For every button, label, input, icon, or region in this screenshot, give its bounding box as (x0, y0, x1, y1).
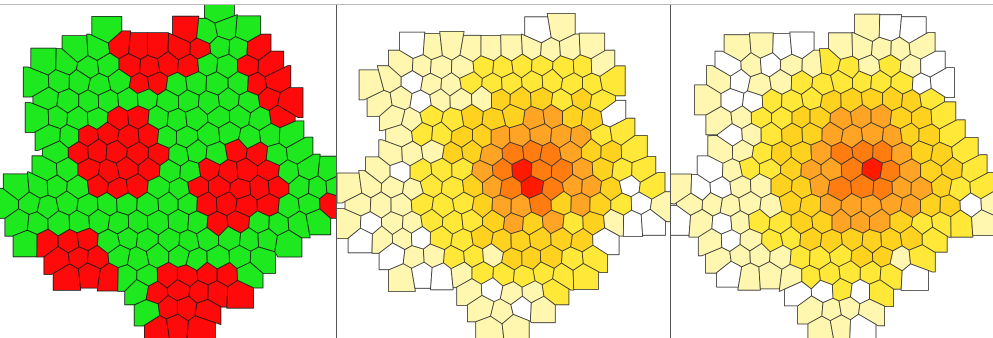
cell (12, 229, 38, 258)
cell-map-heat-panel-b (671, 5, 993, 338)
cell-polygon (194, 298, 222, 326)
cell-polygon (572, 263, 599, 290)
cell-polygon (971, 209, 993, 237)
cell-map-binary-panel (0, 5, 336, 338)
cell (430, 262, 454, 291)
panel-divider (336, 5, 337, 338)
cell (529, 295, 556, 324)
cell (277, 87, 304, 118)
cell (186, 315, 216, 338)
panel-divider (670, 5, 671, 338)
cell-polygon (878, 14, 903, 42)
cell-polygon (325, 176, 336, 196)
cell-map-heat-b (671, 13, 993, 338)
cell-polygon (388, 263, 416, 292)
cell-polygon (12, 229, 38, 258)
cell (501, 313, 530, 338)
cell-polygon (277, 87, 304, 118)
cell-polygon (529, 295, 556, 324)
cell-polygon (430, 262, 454, 291)
cell-polygon (305, 208, 332, 236)
cell-polygon (249, 246, 276, 274)
cell (971, 209, 993, 237)
cell-polygon (900, 263, 929, 291)
cell-map-heat-panel-a (337, 5, 670, 338)
cell-polygon (640, 208, 666, 236)
cell-polygon (929, 67, 955, 98)
cell-polygon (501, 313, 530, 338)
cell (649, 191, 670, 223)
cell-polygon (186, 315, 216, 338)
cell (249, 246, 276, 274)
cell (878, 14, 903, 42)
cell (900, 263, 929, 291)
cell (226, 279, 254, 309)
cell (388, 263, 416, 292)
cell (422, 32, 443, 61)
cell-map-heat-a (337, 12, 670, 338)
cell-polygon (422, 32, 443, 61)
cell-polygon (980, 191, 993, 216)
cell (980, 191, 993, 216)
cell (929, 67, 955, 98)
top-border (0, 4, 993, 5)
cell (305, 208, 332, 236)
cell (640, 208, 666, 236)
cell-polygon (226, 279, 254, 309)
cell (572, 263, 599, 290)
cell (325, 176, 336, 196)
cell-polygon (649, 191, 670, 223)
cell-polygon (622, 209, 644, 237)
cell (194, 298, 222, 326)
cell-map-binary (0, 5, 336, 338)
cell (622, 209, 644, 237)
